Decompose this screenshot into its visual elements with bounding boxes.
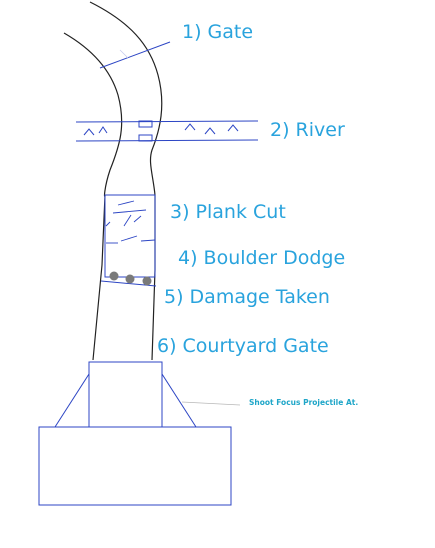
label-river: 2) River: [270, 119, 345, 141]
label-damage-taken: 5) Damage Taken: [164, 286, 330, 308]
annotation-shoot-focus: Shoot Focus Projectile At.: [249, 398, 359, 407]
gate-line: [99, 41, 171, 69]
bridge-plank-lower: [138, 134, 153, 142]
bridge-plank: [138, 120, 153, 128]
label-boulder-dodge: 4) Boulder Dodge: [178, 247, 346, 269]
courtyard-gate-box: [88, 361, 163, 428]
boulder-3: [142, 276, 152, 286]
boulder-1: [109, 271, 119, 281]
river-bottom-bank: [75, 139, 259, 142]
boulder-2: [125, 274, 135, 284]
plank-cut-box: [104, 194, 156, 278]
annotation-leader: [181, 401, 241, 406]
label-gate: 1) Gate: [182, 21, 254, 43]
courtyard-building: [38, 426, 232, 506]
gate-hatch: [119, 49, 129, 59]
river-waves: [83, 123, 239, 136]
path-right-wall: [89, 1, 163, 361]
path-left-wall: [63, 32, 123, 361]
plank-cut-marks: [105, 200, 156, 244]
gate-ramp-right: [161, 373, 197, 428]
label-plank-cut: 3) Plank Cut: [170, 201, 286, 223]
label-courtyard-gate: 6) Courtyard Gate: [157, 335, 329, 357]
river-top-bank: [75, 120, 259, 123]
gate-ramp-left: [54, 373, 90, 428]
